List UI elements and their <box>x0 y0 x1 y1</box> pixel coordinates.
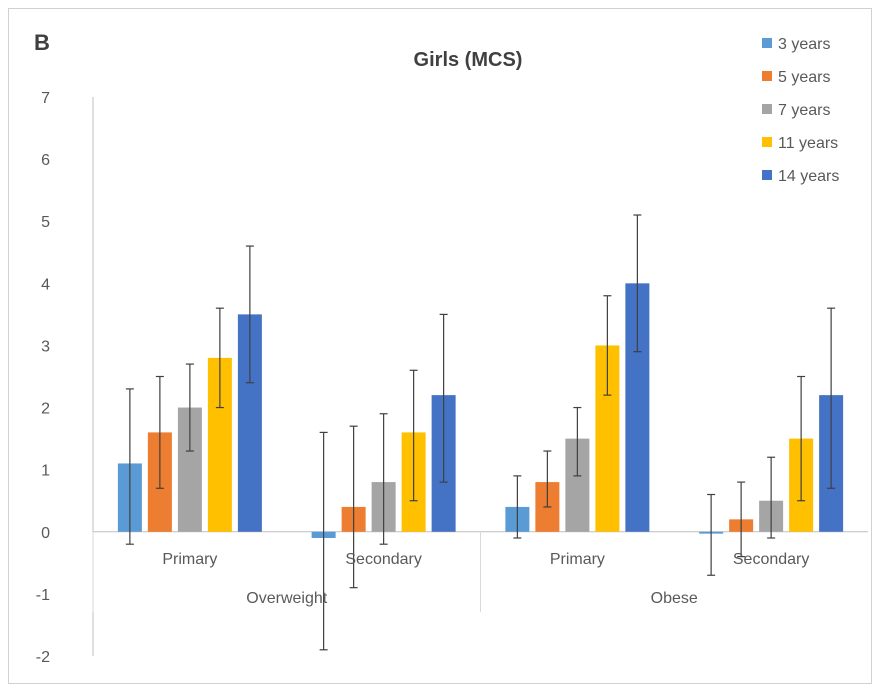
category-label: Secondary <box>345 551 422 568</box>
category-labels: Primary Secondary Primary Secondary Overweig… <box>162 551 809 607</box>
y-tick-label: 6 <box>41 152 50 169</box>
y-tick-label: 3 <box>41 338 50 355</box>
category-label: Secondary <box>733 551 810 568</box>
category-label: Primary <box>550 551 605 568</box>
y-tick-label: 0 <box>41 525 50 542</box>
chart-title: Girls (MCS) <box>414 49 523 71</box>
legend-label: 3 years <box>778 36 830 53</box>
legend-swatch <box>762 170 772 180</box>
legend-swatch <box>762 137 772 147</box>
chart-frame <box>8 8 872 684</box>
legend-swatch <box>762 104 772 114</box>
category-label: Primary <box>162 551 217 568</box>
legend-label: 14 years <box>778 168 839 185</box>
legend: 3 years 5 years 7 years 11 years 14 years <box>762 36 839 185</box>
legend-label: 5 years <box>778 69 830 86</box>
y-tick-label: 7 <box>41 90 50 107</box>
legend-label: 11 years <box>778 135 838 152</box>
legend-label: 7 years <box>778 102 830 119</box>
legend-swatch <box>762 38 772 48</box>
y-tick-label: -1 <box>36 587 50 604</box>
axes: -2 -1 0 1 2 3 4 5 6 7 <box>36 90 868 666</box>
y-tick-label: 2 <box>41 401 50 418</box>
bars <box>117 283 844 538</box>
error-bars <box>125 214 836 651</box>
y-tick-label: 4 <box>41 276 50 293</box>
group-label: Obese <box>651 590 698 607</box>
legend-swatch <box>762 71 772 81</box>
y-tick-label: -2 <box>36 649 50 666</box>
panel-label: B <box>34 30 50 55</box>
y-tick-label: 1 <box>41 463 50 480</box>
group-label: Overweight <box>246 590 327 607</box>
y-tick-label: 5 <box>41 214 50 231</box>
